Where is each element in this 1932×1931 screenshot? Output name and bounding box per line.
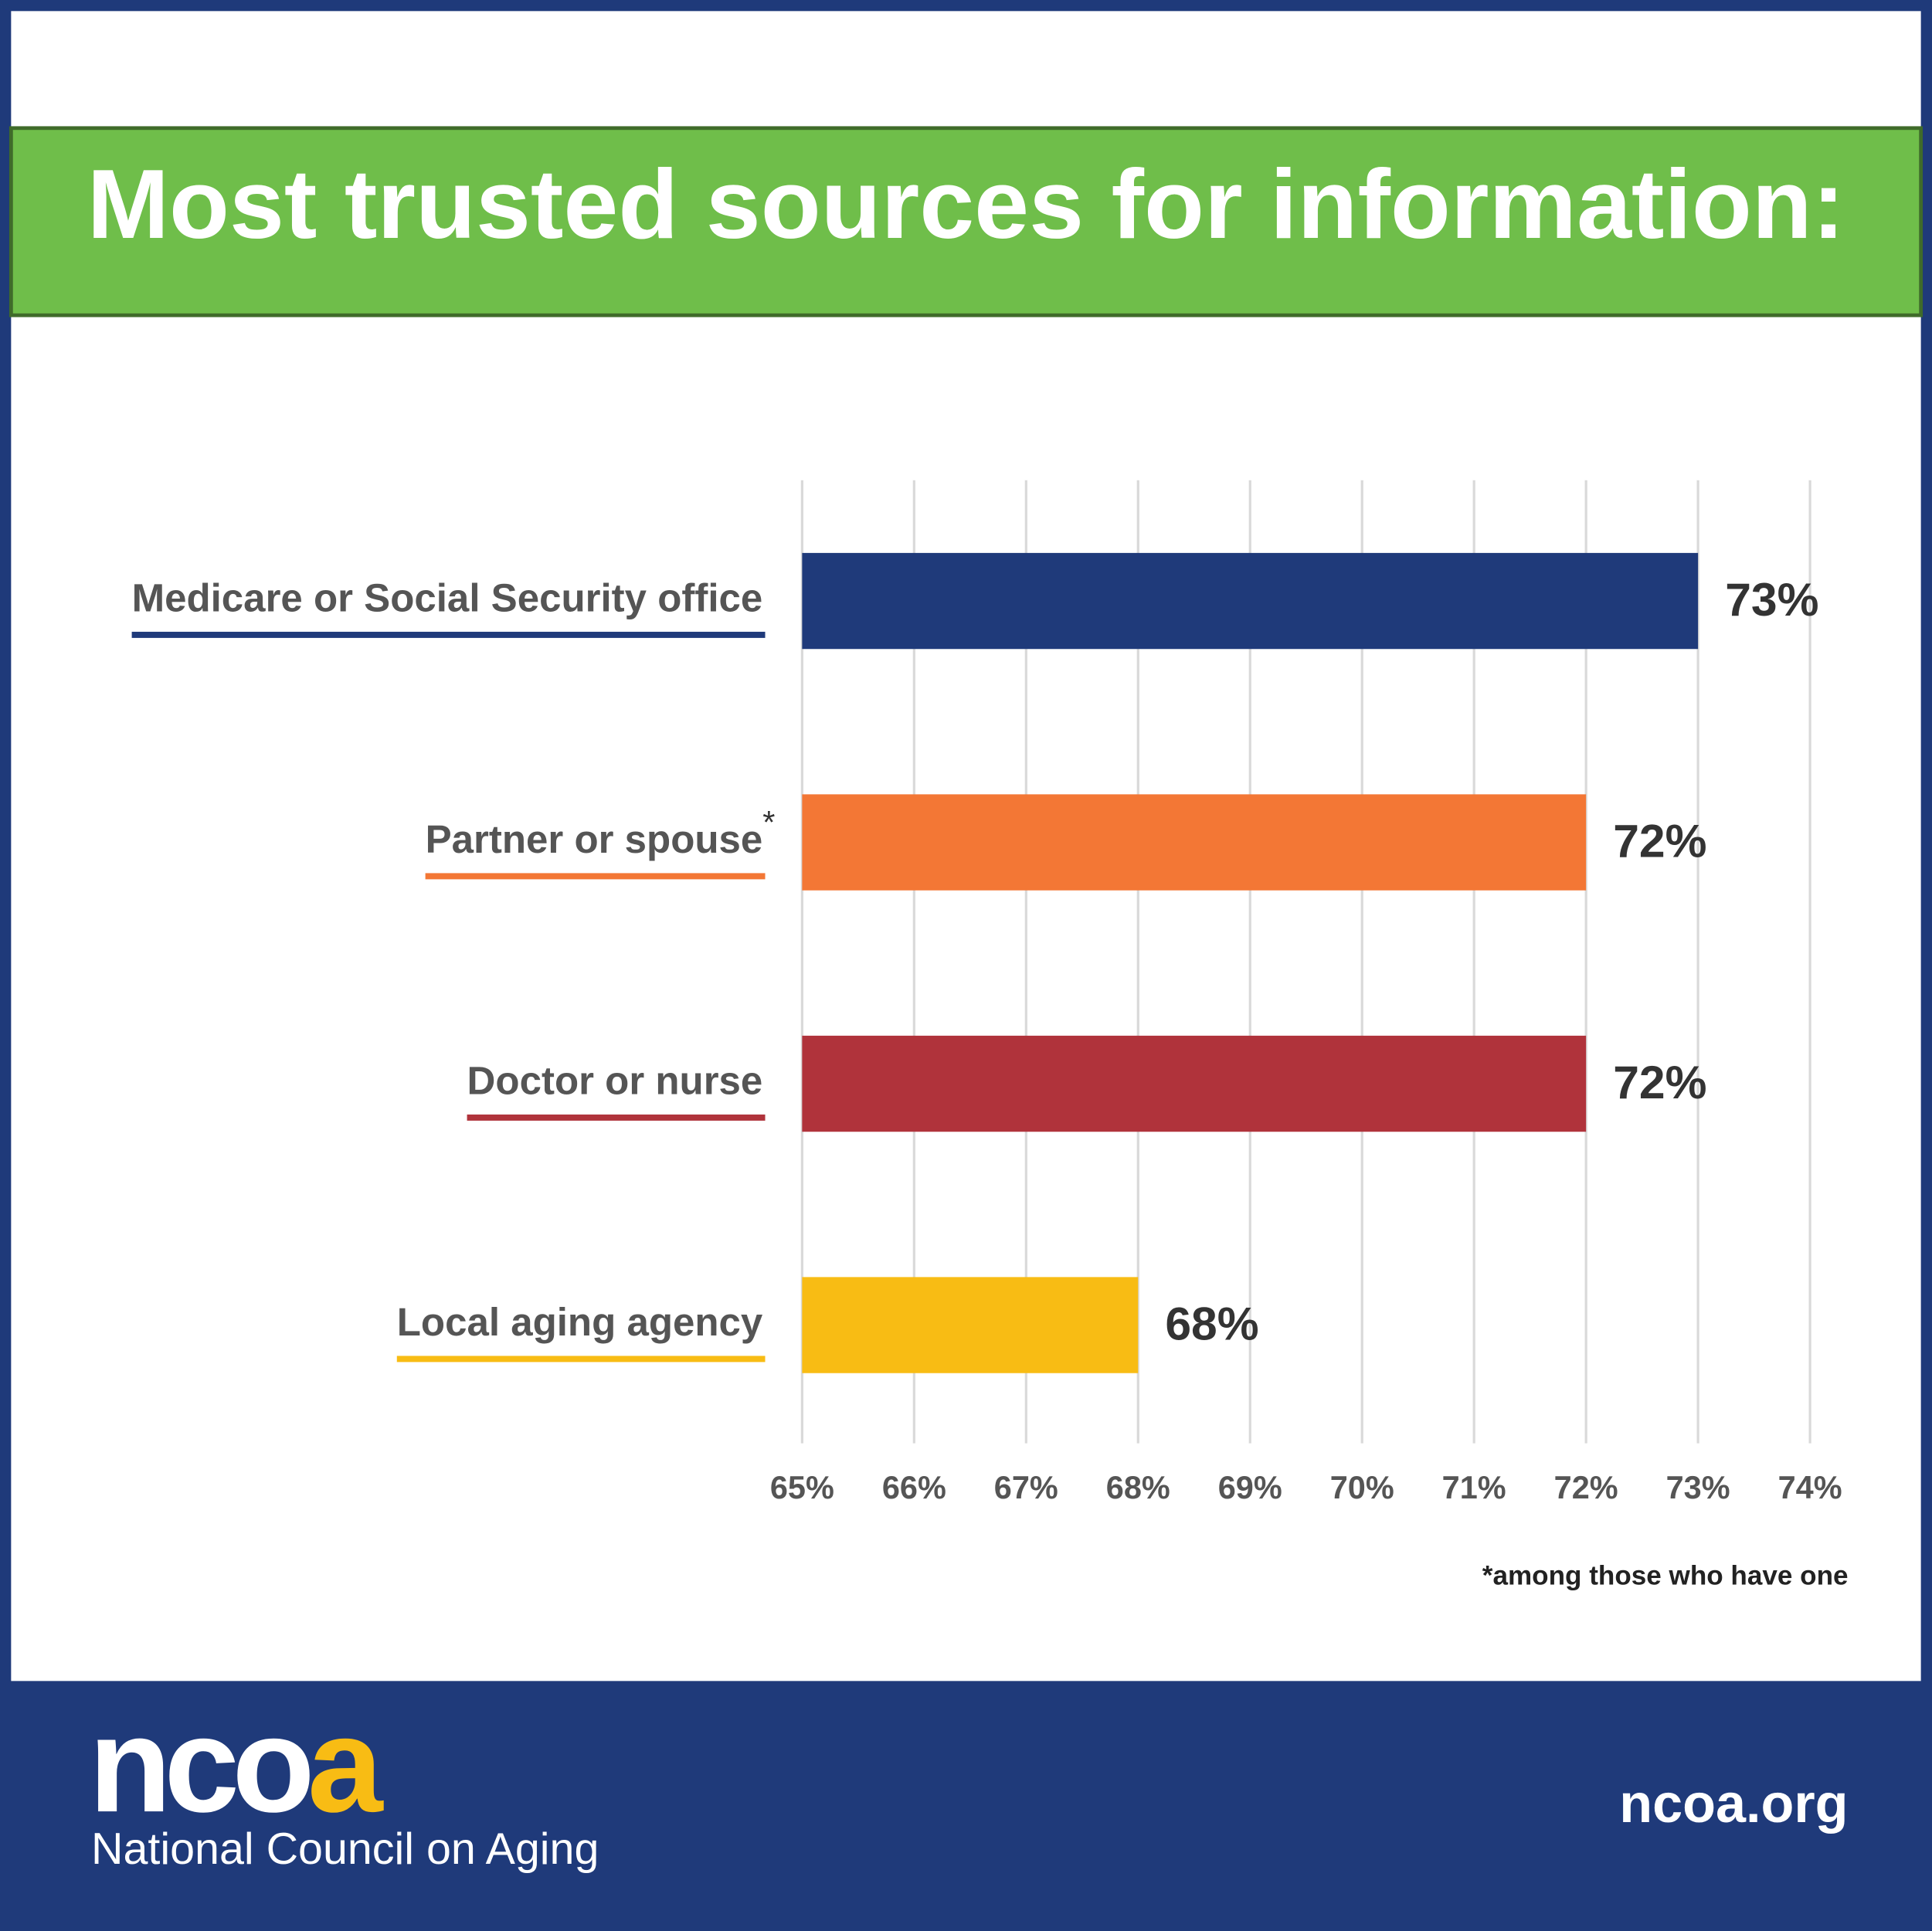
x-tick-label: 70% (1330, 1469, 1394, 1505)
bar (802, 794, 1587, 891)
x-tick-label: 72% (1554, 1469, 1618, 1505)
category-label: Doctor or nurse (467, 1059, 763, 1103)
x-tick-label: 67% (994, 1469, 1058, 1505)
logo: ncoa (89, 1689, 384, 1841)
category-underline (425, 873, 766, 880)
x-tick-label: 68% (1106, 1469, 1170, 1505)
value-label: 68% (1165, 1298, 1258, 1350)
x-tick-label: 65% (770, 1469, 834, 1505)
category-underline (396, 1356, 766, 1363)
x-tick-label: 73% (1666, 1469, 1730, 1505)
category-label: Partner or spouse (426, 817, 763, 861)
website: ncoa.org (1619, 1773, 1848, 1834)
x-tick-label: 69% (1218, 1469, 1282, 1505)
x-tick-label: 74% (1778, 1469, 1842, 1505)
title-band (8, 126, 1924, 317)
footnote: *among those who have one (1482, 1561, 1849, 1591)
organization: National Council on Aging (91, 1824, 599, 1874)
category-marker: * (762, 804, 775, 840)
chart-title: Most trusted sources for information: (87, 150, 1845, 260)
bar (802, 552, 1699, 650)
category-label: Medicare or Social Security office (132, 576, 763, 620)
bar (802, 1035, 1587, 1132)
x-tick-label: 66% (882, 1469, 946, 1505)
category-label: Local aging agency (397, 1300, 763, 1344)
bar (802, 1277, 1139, 1373)
value-label: 72% (1613, 1056, 1706, 1108)
x-tick-label: 71% (1442, 1469, 1506, 1505)
category-underline (131, 631, 766, 638)
category-underline (467, 1114, 766, 1121)
value-label: 72% (1613, 815, 1706, 867)
value-label: 73% (1725, 573, 1818, 626)
